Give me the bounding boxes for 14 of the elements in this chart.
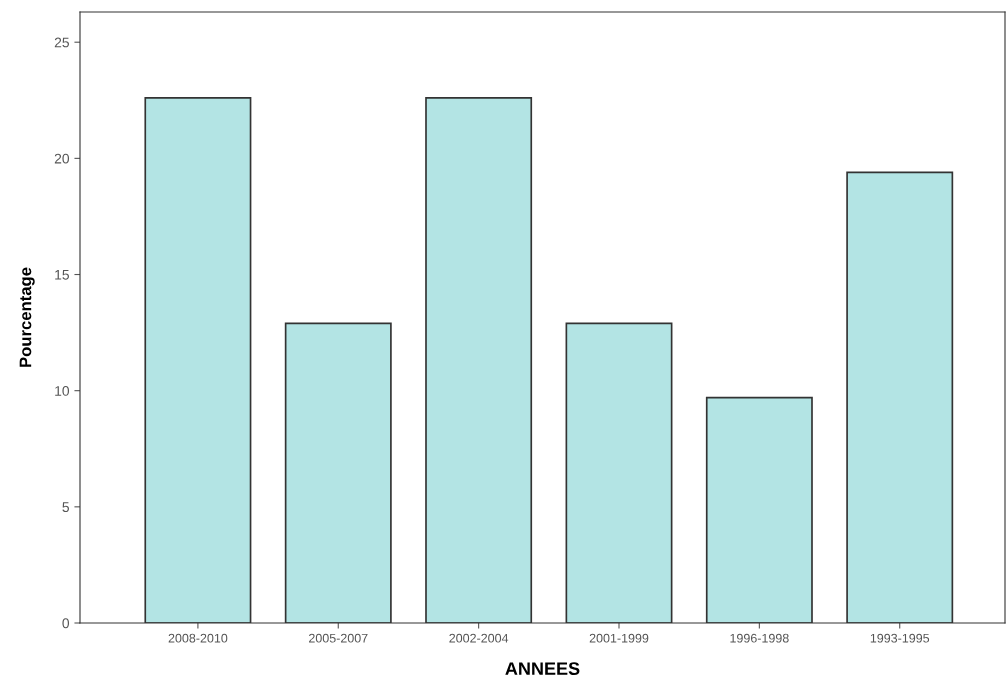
- x-tick-label: 2008-2010: [168, 633, 228, 643]
- y-axis-title: Pourcentage: [19, 267, 35, 367]
- x-tick-label: 2001-1999: [589, 633, 649, 643]
- y-tick-label: 20: [54, 153, 70, 164]
- y-tick-label: 25: [54, 37, 69, 48]
- x-tick-label: 2002-2004: [449, 633, 509, 643]
- y-tick-label: 0: [62, 618, 70, 629]
- y-tick-label: 15: [55, 270, 69, 280]
- y-tick-label: 10: [55, 386, 70, 396]
- x-tick-label: 1996-1998: [730, 633, 789, 643]
- x-tick-label: 1993-1995: [870, 633, 930, 643]
- y-tick-label: 5: [62, 502, 69, 513]
- x-tick-label: 2005-2007: [309, 633, 368, 643]
- x-axis-title: ANNEES: [505, 662, 580, 675]
